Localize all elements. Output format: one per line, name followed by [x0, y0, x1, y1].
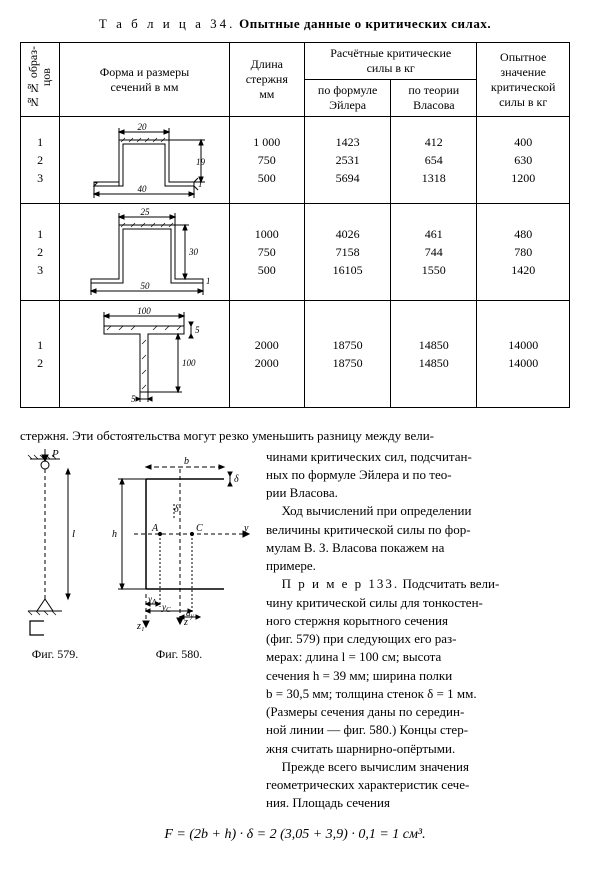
table-caption: Т а б л и ц а 34. Опытные данные о крити… — [20, 16, 570, 32]
exp-cell: 4807801420 — [477, 204, 570, 301]
formula: F = (2b + h) · δ = 2 (3,05 + 3,9) · 0,1 … — [20, 826, 570, 844]
text-line: мулам В. З. Власова покажем на — [266, 540, 570, 556]
svg-text:y: y — [243, 523, 249, 534]
col-vlasov-header: по теорииВласова — [391, 80, 477, 117]
svg-text:P: P — [51, 449, 59, 460]
svg-text:l: l — [72, 528, 75, 540]
svg-text:A: A — [151, 523, 159, 534]
svg-text:50: 50 — [141, 281, 151, 291]
svg-text:δ: δ — [174, 504, 179, 515]
sample-ids: 12 — [21, 301, 60, 408]
svg-text:100: 100 — [182, 358, 196, 368]
length-cell: 20002000 — [229, 301, 305, 408]
euler-cell: 142325315694 — [305, 117, 391, 204]
fig-579-svg: P l — [20, 449, 90, 639]
text-line: рии Власова. — [266, 485, 570, 501]
vlasov-cell: 4126541318 — [391, 117, 477, 204]
example-line: П р и м е р 133. Подсчитать вели- — [266, 576, 570, 592]
text-line: мерах: длина l = 100 см; высота — [266, 649, 570, 665]
text-line: Ход вычислений при определении — [266, 503, 570, 519]
col-euler-header: по формулеЭйлера — [305, 80, 391, 117]
table-row: 123 — [21, 117, 570, 204]
svg-text:20: 20 — [138, 122, 148, 132]
col-exp-header: Опытноезначениекритическойсилы в кг — [477, 43, 570, 117]
euler-cell: 4026715816105 — [305, 204, 391, 301]
svg-text:h: h — [112, 529, 117, 540]
text-line: Прежде всего вычислим значения — [266, 759, 570, 775]
fig-579-caption: Фиг. 579. — [20, 647, 90, 662]
figures: P l Фиг. 579. — [20, 449, 254, 662]
caption-title: Опытные данные о критических силах. — [239, 16, 491, 31]
exp-cell: 1400014000 — [477, 301, 570, 408]
text-line: чину критической силы для тонкостен- — [266, 595, 570, 611]
vlasov-cell: 1485014850 — [391, 301, 477, 408]
euler-cell: 1875018750 — [305, 301, 391, 408]
caption-prefix: Т а б л и ц а 34. — [99, 16, 236, 31]
svg-text:C: C — [196, 523, 203, 534]
data-table: №№ образ-цов Форма и размерысечений в мм… — [20, 42, 570, 408]
text-line: сечения h = 39 мм; ширина полки — [266, 668, 570, 684]
sample-ids: 123 — [21, 117, 60, 204]
svg-text:1: 1 — [198, 179, 203, 189]
figure-text-block: P l Фиг. 579. — [20, 449, 570, 814]
svg-text:30: 30 — [188, 247, 199, 257]
svg-text:5: 5 — [131, 394, 136, 404]
example-label: П р и м е р 133. — [282, 576, 400, 591]
vlasov-cell: 4617441550 — [391, 204, 477, 301]
section-diagram: 100 5 100 5 — [60, 301, 229, 408]
exp-cell: 4006301200 — [477, 117, 570, 204]
text-line: примере. — [266, 558, 570, 574]
length-cell: 1 000750500 — [229, 117, 305, 204]
sample-ids: 123 — [21, 204, 60, 301]
table-row: 12 — [21, 301, 570, 408]
intro-line: стержня. Эти обстоятельства могут резко … — [20, 428, 570, 444]
section-diagram: 25 30 50 1 — [60, 204, 229, 301]
svg-text:19: 19 — [196, 157, 206, 167]
svg-text:5: 5 — [195, 325, 200, 335]
text-line: Подсчитать вели- — [402, 576, 499, 591]
svg-text:δ: δ — [234, 474, 239, 485]
table-row: 123 25 30 50 — [21, 204, 570, 301]
col-len-header: Длинастержнямм — [229, 43, 305, 117]
col-shape-header: Форма и размерысечений в мм — [60, 43, 229, 117]
fig-580-caption: Фиг. 580. — [104, 647, 254, 662]
length-cell: 1000750500 — [229, 204, 305, 301]
text-line: жня считать шарнирно-опёртыми. — [266, 741, 570, 757]
fig-580-svg: b h δ δ A C y z z₁ yA yC ay — [104, 449, 254, 639]
text-line: ния. Площадь сечения — [266, 795, 570, 811]
text-line: геометрических характеристик сече- — [266, 777, 570, 793]
text-line: (Размеры сечения даны по середин- — [266, 704, 570, 720]
svg-text:1: 1 — [206, 276, 209, 286]
text-line: величины критической силы по фор- — [266, 522, 570, 538]
section-diagram: 20 19 40 1 — [60, 117, 229, 204]
svg-text:25: 25 — [141, 207, 151, 217]
text-line: ной линии — фиг. 580.) Концы стер- — [266, 722, 570, 738]
text-line: (фиг. 579) при следующих его раз- — [266, 631, 570, 647]
svg-text:yC: yC — [161, 602, 171, 614]
svg-text:100: 100 — [138, 306, 152, 316]
text-line: b = 30,5 мм; толщина стенок δ = 1 мм. — [266, 686, 570, 702]
col-num-header: №№ образ-цов — [27, 46, 53, 109]
svg-text:b: b — [184, 456, 189, 467]
text-line: ных по формуле Эйлера и по тео- — [266, 467, 570, 483]
svg-text:z₁: z₁ — [136, 621, 144, 632]
col-calc-header: Расчётные критическиесилы в кг — [305, 43, 477, 80]
body-text: чинами критических сил, подсчитан- ных п… — [266, 449, 570, 814]
svg-text:40: 40 — [138, 184, 148, 194]
text-line: ного стержня корытного сечения — [266, 613, 570, 629]
svg-text:z: z — [183, 617, 188, 628]
text-line: чинами критических сил, подсчитан- — [266, 449, 570, 465]
